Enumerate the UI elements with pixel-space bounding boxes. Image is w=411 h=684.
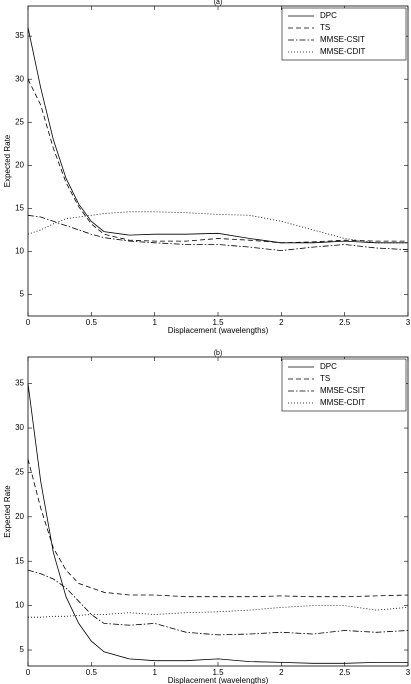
y-tick-label: 15 bbox=[15, 203, 24, 212]
x-tick-label: 1 bbox=[152, 668, 157, 677]
x-tick-label: 0 bbox=[26, 318, 31, 327]
x-tick-label: 0.5 bbox=[86, 318, 98, 327]
y-tick-label: 15 bbox=[15, 556, 24, 565]
y-tick-label: 20 bbox=[15, 512, 24, 521]
series-line bbox=[27, 27, 408, 244]
y-tick-label: 30 bbox=[15, 74, 24, 83]
y-tick-label: 35 bbox=[15, 31, 24, 40]
x-tick-label: 3 bbox=[406, 668, 411, 677]
y-tick-label: 35 bbox=[15, 379, 24, 388]
legend-label: MMSE-CSIT bbox=[320, 386, 365, 395]
legend-label: DPC bbox=[320, 362, 337, 371]
legend-box bbox=[281, 358, 407, 412]
series-line bbox=[27, 214, 409, 252]
series-line bbox=[28, 605, 409, 618]
legend-label: MMSE-CSIT bbox=[320, 35, 365, 44]
x-tick-label: 0 bbox=[26, 668, 31, 677]
legend-label: MMSE-CDIT bbox=[320, 47, 365, 56]
y-tick-label: 30 bbox=[15, 423, 24, 432]
series-line bbox=[27, 79, 408, 244]
y-tick-label: 5 bbox=[20, 290, 25, 299]
subplot-title: (b) bbox=[214, 350, 223, 357]
legend-label: TS bbox=[320, 374, 330, 383]
y-axis-label: Expected Rate bbox=[3, 485, 12, 538]
y-axis-label: Expected Rate bbox=[3, 134, 12, 187]
series-line bbox=[27, 569, 409, 636]
y-tick-label: 10 bbox=[15, 247, 24, 256]
legend-label: TS bbox=[320, 23, 330, 32]
x-tick-label: 1.5 bbox=[212, 668, 224, 677]
y-tick-label: 25 bbox=[15, 117, 24, 126]
series-line bbox=[27, 458, 409, 598]
series-line bbox=[27, 211, 408, 244]
x-tick-label: 0.5 bbox=[86, 668, 98, 677]
plot-frame bbox=[27, 5, 409, 317]
x-tick-label: 3 bbox=[406, 318, 411, 327]
y-tick-label: 5 bbox=[20, 645, 25, 654]
x-axis-label: Displacement (wavelengths) bbox=[168, 676, 269, 684]
x-tick-label: 2 bbox=[279, 318, 284, 327]
legend-box bbox=[281, 7, 407, 61]
subplot-title: (a) bbox=[214, 0, 223, 6]
x-tick-label: 2 bbox=[279, 668, 284, 677]
x-tick-label: 1.5 bbox=[212, 318, 224, 327]
series-line bbox=[27, 383, 408, 664]
x-tick-label: 2.5 bbox=[339, 318, 351, 327]
legend-label: DPC bbox=[320, 11, 337, 20]
x-axis-label: Displacement (wavelengths) bbox=[168, 326, 269, 335]
y-tick-label: 20 bbox=[15, 160, 24, 169]
y-tick-label: 25 bbox=[15, 468, 24, 477]
x-tick-label: 2.5 bbox=[339, 668, 351, 677]
x-tick-label: 1 bbox=[152, 318, 157, 327]
y-tick-label: 10 bbox=[15, 601, 24, 610]
plot-frame bbox=[27, 356, 409, 667]
legend-label: MMSE-CDIT bbox=[320, 398, 365, 407]
